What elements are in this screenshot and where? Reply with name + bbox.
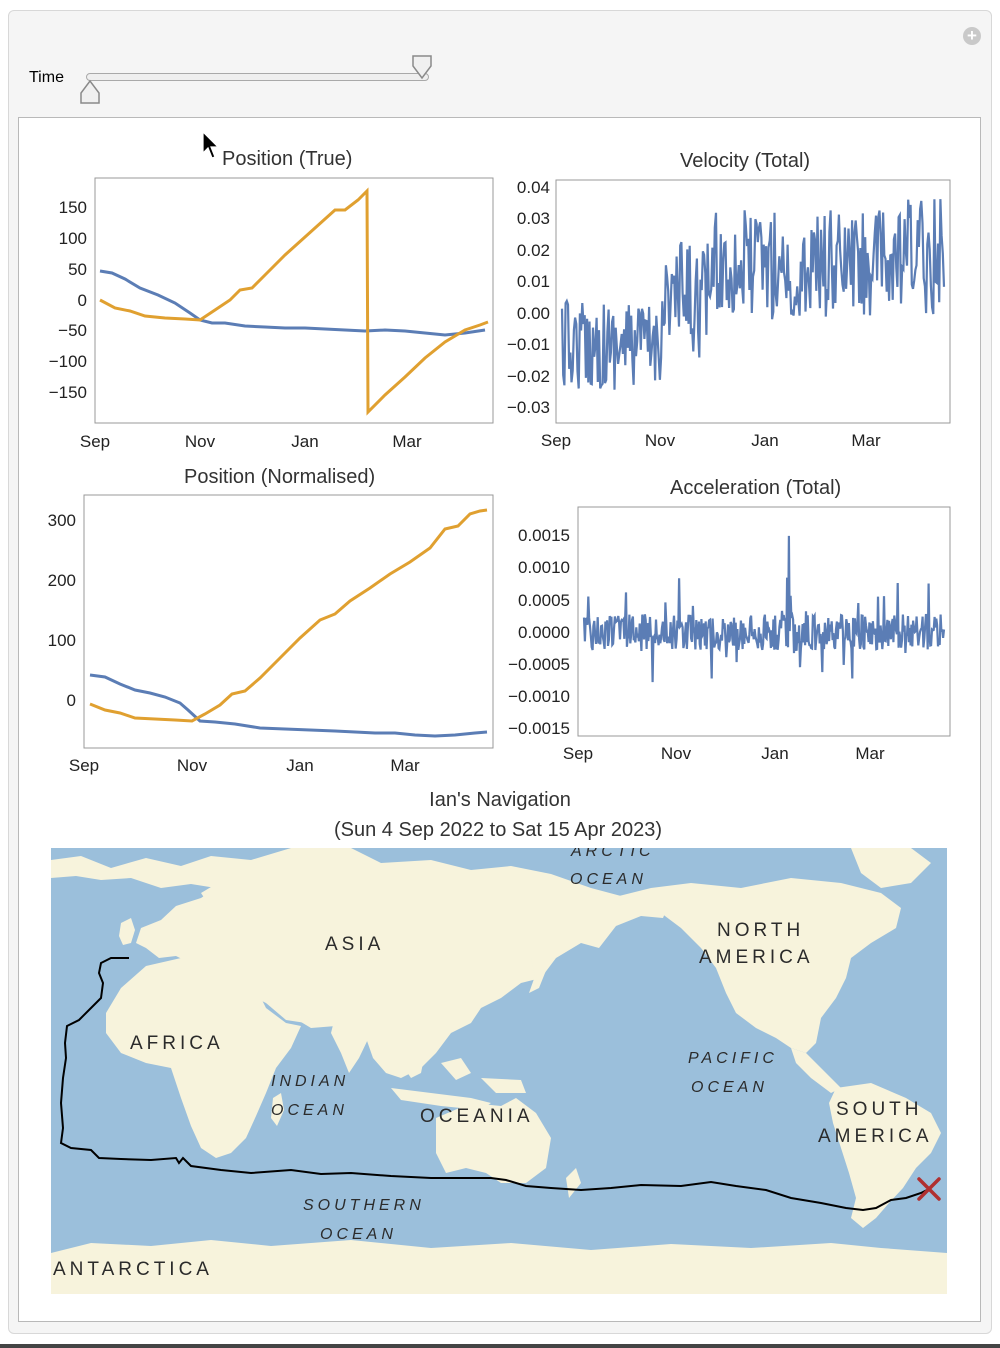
bottom-border [0, 1344, 1000, 1348]
x-tick: Sep [541, 431, 571, 450]
y-tick: 0 [67, 691, 76, 710]
y-tick: 50 [68, 260, 87, 279]
plot-title-position-true: Position (True) [222, 148, 353, 170]
map-label-pacific-ocean: OCEAN [691, 1079, 768, 1096]
y-tick: 0.03 [517, 209, 550, 228]
map-label-southern: SOUTHERN [303, 1197, 425, 1214]
plot-velocity-total: 0.04 0.03 0.02 0.01 0.00 −0.01 −0.02 −0.… [507, 178, 951, 450]
x-tick: Mar [390, 756, 420, 775]
y-tick: −50 [58, 321, 87, 340]
plus-circle-icon[interactable]: + [963, 27, 981, 45]
x-tick: Jan [291, 432, 318, 451]
x-tick: Jan [751, 431, 778, 450]
x-tick: Nov [661, 744, 692, 763]
y-tick: −100 [49, 352, 87, 371]
y-tick: 0 [78, 291, 87, 310]
map-label-antarctica: ANTARCTICA [53, 1259, 213, 1280]
y-tick: 0.0000 [518, 623, 570, 642]
map-label-arctic: ARCTIC [570, 848, 655, 860]
plot-position-normalised: 300 200 100 0 Sep Nov Jan Mar [48, 494, 494, 775]
y-tick: 0.02 [517, 241, 550, 260]
map-label-south-america: AMERICA [818, 1126, 933, 1147]
map-label-south: SOUTH [836, 1099, 923, 1120]
y-tick: −150 [49, 383, 87, 402]
slider-thumb-secondary[interactable] [79, 79, 101, 105]
map-label-arctic-ocean: OCEAN [570, 871, 647, 888]
y-tick: 150 [59, 198, 87, 217]
y-tick: 100 [48, 631, 76, 650]
y-tick: −0.02 [507, 367, 550, 386]
y-tick: 100 [59, 229, 87, 248]
plot-title-acceleration-total: Acceleration (Total) [670, 477, 842, 499]
y-tick: −0.0010 [508, 687, 570, 706]
y-tick: 200 [48, 571, 76, 590]
x-tick: Nov [177, 756, 208, 775]
x-tick: Mar [855, 744, 885, 763]
x-tick: Jan [761, 744, 788, 763]
plot-frame [83, 494, 494, 749]
map-label-oceania: OCEANIA [420, 1106, 534, 1127]
map-label-indian-ocean: OCEAN [271, 1102, 348, 1119]
x-tick: Sep [563, 744, 593, 763]
x-mark-icon [917, 1177, 941, 1201]
series-line-blue [99, 269, 486, 337]
plot-title-velocity-total: Velocity (Total) [680, 150, 811, 172]
mouse-cursor-icon [202, 131, 220, 159]
plot-title-position-normalised: Position (Normalised) [184, 466, 376, 488]
y-tick: 0.04 [517, 178, 550, 197]
y-tick: −0.0005 [508, 655, 570, 674]
map-label-asia: ASIA [325, 934, 384, 955]
x-tick: Mar [392, 432, 422, 451]
plot-acceleration-total: 0.0015 0.0010 0.0005 0.0000 −0.0005 −0.0… [508, 506, 951, 763]
map-label-pacific: PACIFIC [688, 1050, 778, 1067]
y-tick: 0.0005 [518, 591, 570, 610]
y-tick: 0.0010 [518, 558, 570, 577]
x-tick: Nov [645, 431, 676, 450]
series-line-orange [99, 187, 489, 416]
map-label-africa: AFRICA [130, 1033, 224, 1054]
y-tick: 0.00 [517, 304, 550, 323]
y-tick: −0.03 [507, 398, 550, 417]
slider-thumb[interactable] [411, 54, 433, 80]
y-tick: 300 [48, 511, 76, 530]
map-label-north: NORTH [717, 920, 804, 941]
plot-frame [94, 177, 494, 424]
x-tick: Mar [851, 431, 881, 450]
map-label-southern-ocean: OCEAN [320, 1226, 397, 1243]
x-tick: Jan [286, 756, 313, 775]
x-tick: Nov [185, 432, 216, 451]
x-tick: Sep [80, 432, 110, 451]
map-label-indian: INDIAN [271, 1073, 349, 1090]
map-subtitle: (Sun 4 Sep 2022 to Sat 15 Apr 2023) [333, 819, 663, 841]
series-line-velocity [560, 199, 946, 390]
x-tick: Sep [69, 756, 99, 775]
land [51, 848, 947, 1294]
series-line-acceleration [582, 535, 946, 683]
plot-position-true: 150 100 50 0 −50 −100 −150 Sep Nov Jan M… [49, 177, 494, 451]
world-map: ARCTIC OCEAN ASIA NORTH AMERICA AFRICA I… [51, 848, 947, 1294]
map-title: Ian's Navigation [429, 789, 571, 811]
y-tick: 0.0015 [518, 526, 570, 545]
route-line [59, 957, 932, 1212]
y-tick: 0.01 [517, 272, 550, 291]
series-line-blue [89, 673, 488, 738]
y-tick: −0.01 [507, 335, 550, 354]
series-line-orange [89, 508, 488, 723]
y-tick: −0.0015 [508, 719, 570, 738]
map-label-north-america: AMERICA [699, 947, 814, 968]
time-slider[interactable] [86, 73, 429, 81]
time-label: Time [29, 69, 64, 86]
